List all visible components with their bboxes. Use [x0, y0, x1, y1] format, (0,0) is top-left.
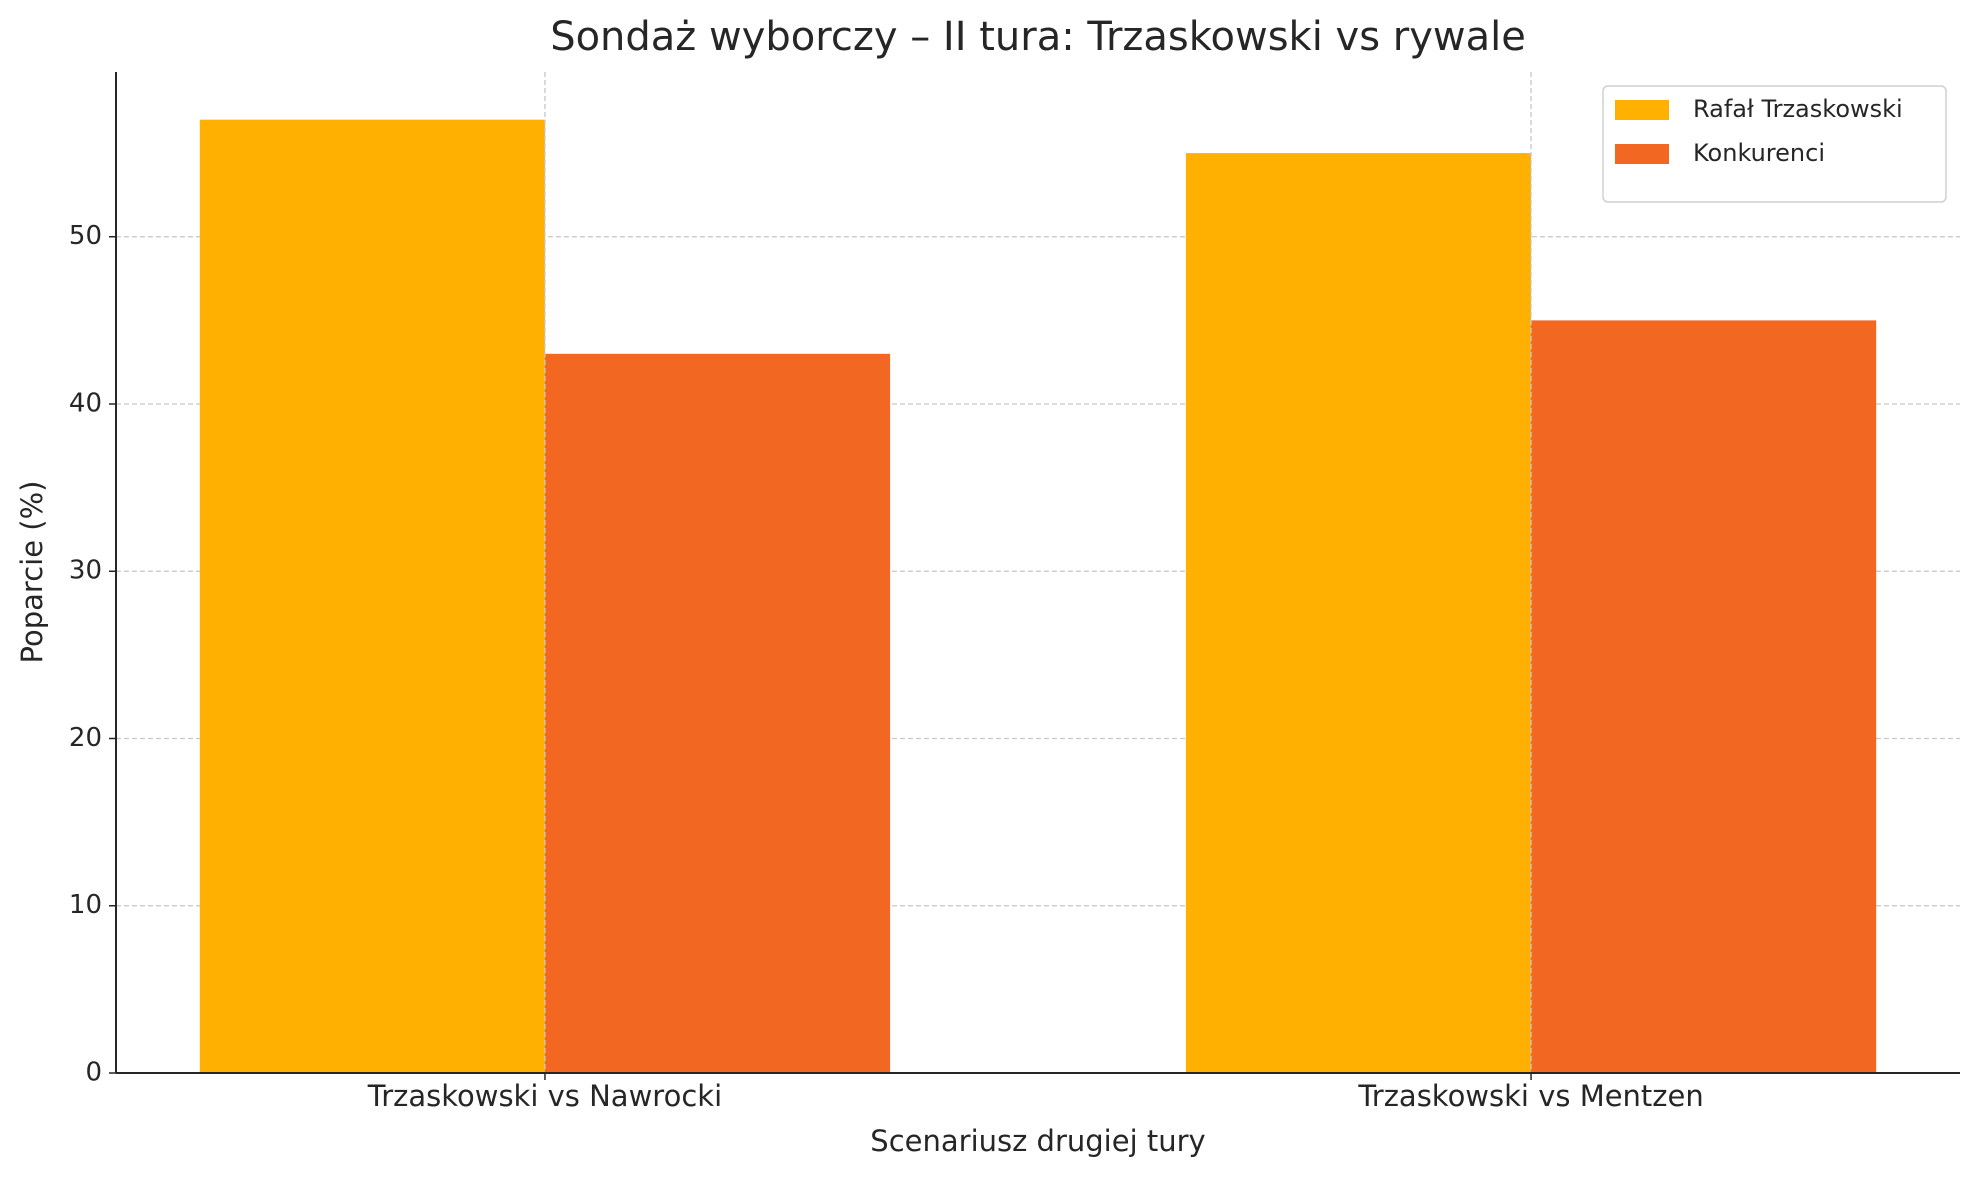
x-tick-label: Trzaskowski vs Nawrocki — [367, 1079, 722, 1113]
y-tick-label: 0 — [85, 1058, 102, 1088]
y-tick-label: 20 — [69, 723, 102, 753]
legend-swatch — [1615, 100, 1669, 120]
bar — [1185, 153, 1532, 1074]
legend: Rafał Trzaskowski Konkurenci — [1602, 85, 1947, 203]
bar — [199, 119, 545, 1073]
y-tick-label: 10 — [69, 890, 102, 920]
bar — [1531, 320, 1877, 1073]
x-tick-label: Trzaskowski vs Mentzen — [1357, 1079, 1703, 1113]
chart-title: Sondaż wyborczy – II tura: Trzaskowski v… — [550, 14, 1526, 60]
y-axis-label: Poparcie (%) — [15, 481, 49, 664]
y-tick-label: 50 — [69, 221, 102, 251]
legend-label: Rafał Trzaskowski — [1693, 95, 1903, 123]
legend-swatch — [1615, 144, 1669, 164]
legend-box — [1602, 85, 1947, 203]
bar — [544, 353, 891, 1073]
y-tick-label: 30 — [69, 556, 102, 586]
x-axis-label: Scenariusz drugiej tury — [870, 1124, 1205, 1158]
y-tick-label: 40 — [69, 388, 102, 418]
legend-label: Konkurenci — [1693, 139, 1825, 167]
